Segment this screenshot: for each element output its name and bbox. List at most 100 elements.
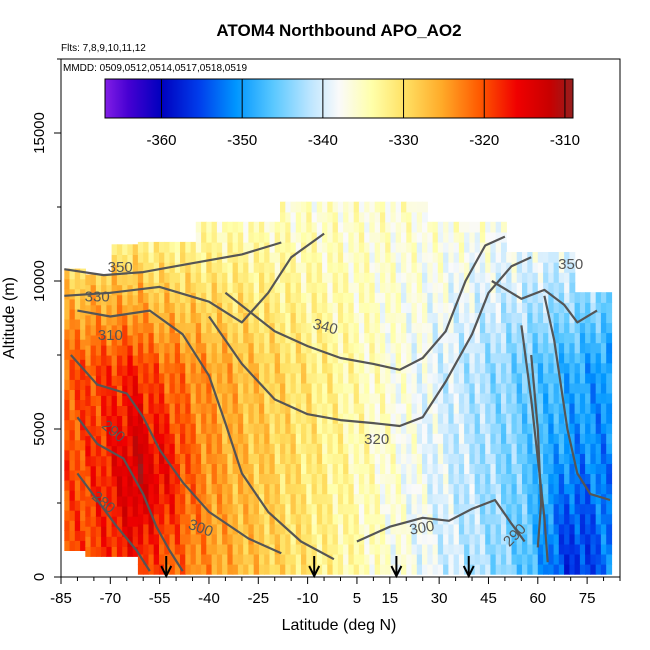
heatmap-cell	[411, 211, 418, 223]
heatmap-cell	[464, 312, 470, 324]
heatmap-cell	[543, 372, 549, 384]
heatmap-cell	[90, 314, 97, 326]
heatmap-cell	[395, 312, 402, 324]
heatmap-cell	[153, 553, 160, 565]
heatmap-cell	[458, 564, 465, 575]
contour-line	[520, 325, 549, 563]
heatmap-cell	[579, 564, 586, 575]
heatmap-cell	[443, 312, 449, 324]
heatmap-cell	[185, 553, 192, 565]
heatmap-cell	[116, 425, 123, 437]
heatmap-cell	[380, 413, 386, 424]
heatmap-cell	[406, 322, 413, 334]
heatmap-cell	[206, 463, 213, 474]
heatmap-cell	[153, 564, 160, 575]
heatmap-cell	[553, 312, 560, 324]
heatmap-cell	[406, 372, 413, 384]
heatmap-cell	[69, 288, 76, 300]
heatmap-cell	[195, 553, 202, 565]
heatmap-cell	[174, 564, 181, 575]
heatmap-cell	[237, 533, 244, 545]
heatmap-cell	[132, 485, 139, 497]
heatmap-cell	[69, 510, 76, 521]
heatmap-cell	[322, 463, 328, 474]
heatmap-cell	[74, 399, 81, 411]
heatmap-cell	[501, 473, 507, 485]
heatmap-cell	[511, 362, 518, 374]
heatmap-cell	[511, 403, 518, 414]
heatmap-cell	[137, 372, 144, 384]
heatmap-cell	[432, 483, 439, 495]
heatmap-cell	[206, 322, 213, 334]
heatmap-cell	[232, 282, 239, 293]
heatmap-cell	[311, 312, 318, 324]
heatmap-cell	[416, 322, 423, 334]
heatmap-cell	[501, 453, 507, 464]
heatmap-cell	[222, 533, 228, 545]
heatmap-cell	[474, 564, 481, 575]
heatmap-cell	[259, 423, 265, 434]
heatmap-cell	[537, 433, 544, 444]
heatmap-cell	[579, 312, 586, 324]
heatmap-cell	[406, 443, 413, 454]
heatmap-cell	[180, 553, 186, 565]
heatmap-cell	[469, 553, 476, 565]
heatmap-cell	[311, 493, 318, 505]
heatmap-cell	[232, 553, 239, 565]
heatmap-cell	[564, 272, 570, 283]
heatmap-cell	[537, 292, 544, 303]
heatmap-cell	[395, 513, 402, 525]
heatmap-cell	[232, 332, 239, 344]
heatmap-cell	[337, 362, 344, 374]
heatmap-cell	[74, 419, 81, 431]
heatmap-cell	[406, 292, 413, 303]
heatmap-cell	[180, 463, 186, 474]
heatmap-cell	[427, 533, 434, 545]
heatmap-cell	[453, 241, 460, 253]
heatmap-cell	[116, 455, 123, 467]
heatmap-cell	[301, 433, 307, 444]
heatmap-cell	[327, 433, 334, 444]
heatmap-cell	[143, 443, 150, 454]
heatmap-cell	[211, 503, 218, 515]
heatmap-cell	[243, 463, 250, 474]
heatmap-cell	[248, 322, 255, 334]
heatmap-cell	[427, 403, 434, 414]
heatmap-cell	[353, 231, 360, 243]
heatmap-cell	[159, 302, 165, 313]
heatmap-cell	[164, 252, 171, 263]
heatmap-cell	[543, 382, 549, 394]
heatmap-cell	[211, 302, 218, 313]
heatmap-cell	[232, 413, 239, 424]
heatmap-cell	[369, 201, 376, 213]
heatmap-cell	[274, 423, 281, 434]
heatmap-cell	[259, 262, 265, 273]
heatmap-cell	[522, 372, 528, 384]
heatmap-cell	[232, 483, 239, 495]
heatmap-cell	[248, 503, 255, 515]
heatmap-cell	[74, 268, 81, 280]
heatmap-cell	[180, 413, 186, 424]
heatmap-cell	[74, 339, 81, 350]
heatmap-cell	[458, 372, 465, 384]
heatmap-cell	[132, 495, 139, 507]
heatmap-cell	[348, 312, 355, 324]
heatmap-cell	[543, 564, 549, 575]
heatmap-cell	[422, 413, 428, 424]
heatmap-cell	[137, 443, 144, 454]
heatmap-cell	[85, 526, 92, 537]
heatmap-cell	[206, 352, 213, 364]
heatmap-cell	[522, 493, 528, 505]
heatmap-cell	[585, 423, 591, 434]
colorbar-tick-label: -340	[308, 132, 338, 149]
heatmap-cell	[132, 546, 139, 557]
heatmap-cell	[206, 523, 213, 535]
heatmap-cell	[153, 352, 160, 364]
heatmap-cell	[537, 332, 544, 344]
heatmap-cell	[479, 443, 486, 454]
heatmap-cell	[522, 513, 528, 525]
heatmap-cell	[174, 312, 181, 324]
heatmap-cell	[295, 493, 302, 505]
heatmap-cell	[132, 405, 139, 416]
heatmap-cell	[364, 322, 371, 334]
